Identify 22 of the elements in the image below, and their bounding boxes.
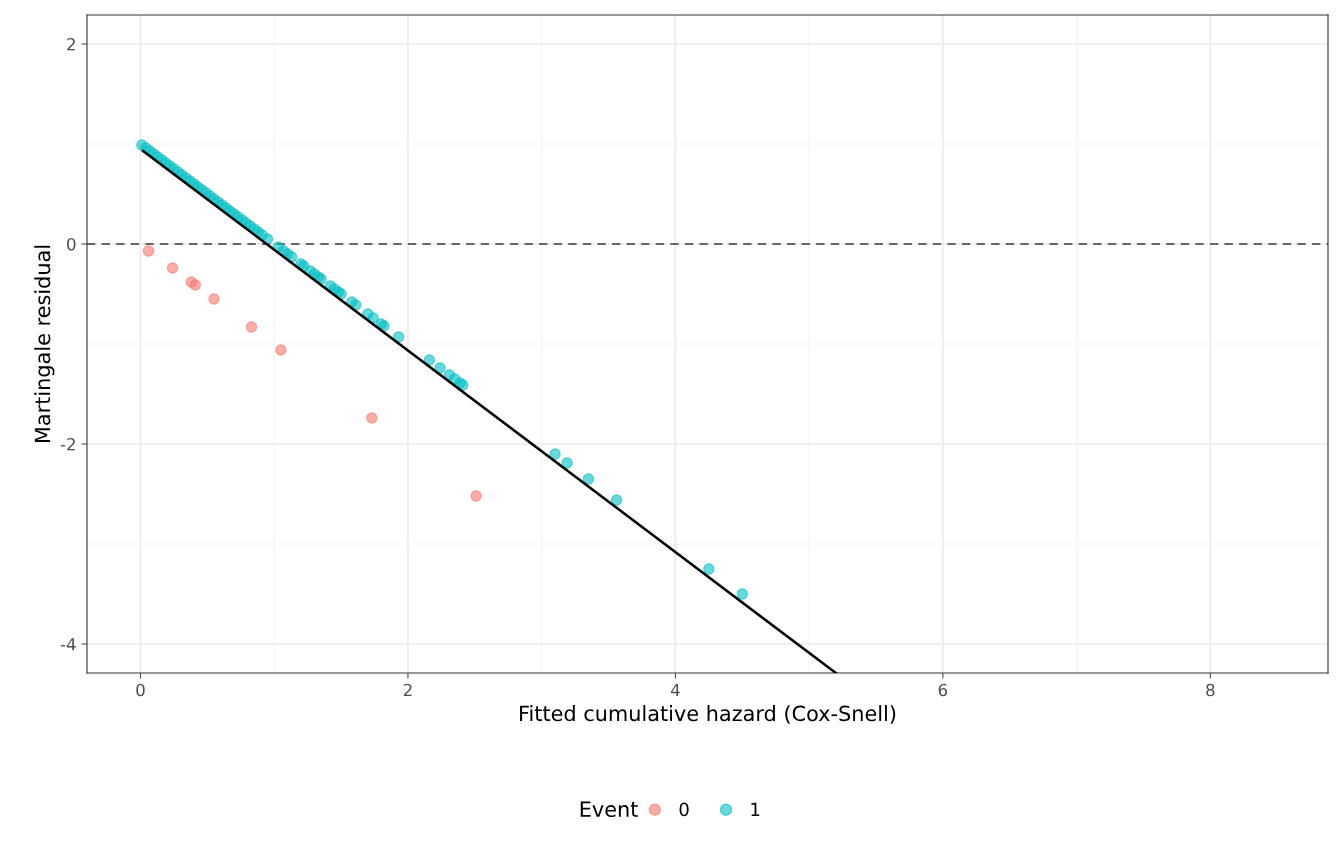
x-axis-title: Fitted cumulative hazard (Cox-Snell) [520, 705, 896, 724]
x-tick-label: 2 [403, 683, 412, 697]
legend-title: Event [580, 801, 638, 818]
y-tick-label: 2 [67, 37, 75, 51]
point [189, 279, 202, 291]
point [366, 412, 378, 424]
point [275, 344, 287, 356]
x-tick-label: 6 [938, 683, 948, 697]
legend-label: 0 [679, 802, 689, 817]
point [142, 245, 155, 257]
point [166, 262, 179, 274]
point [470, 490, 482, 502]
point [208, 293, 220, 305]
x-tick-label: 4 [670, 683, 680, 697]
y-axis-title: Martingale residual [34, 245, 55, 443]
legend-label: 1 [751, 802, 760, 816]
y-tick-label: 0 [67, 237, 76, 251]
y-tick-label: -2 [60, 437, 75, 451]
point [245, 321, 258, 333]
y-tick-label: -4 [60, 638, 76, 651]
x-tick-label: 0 [136, 683, 145, 697]
x-tick-label: 8 [1206, 683, 1215, 697]
